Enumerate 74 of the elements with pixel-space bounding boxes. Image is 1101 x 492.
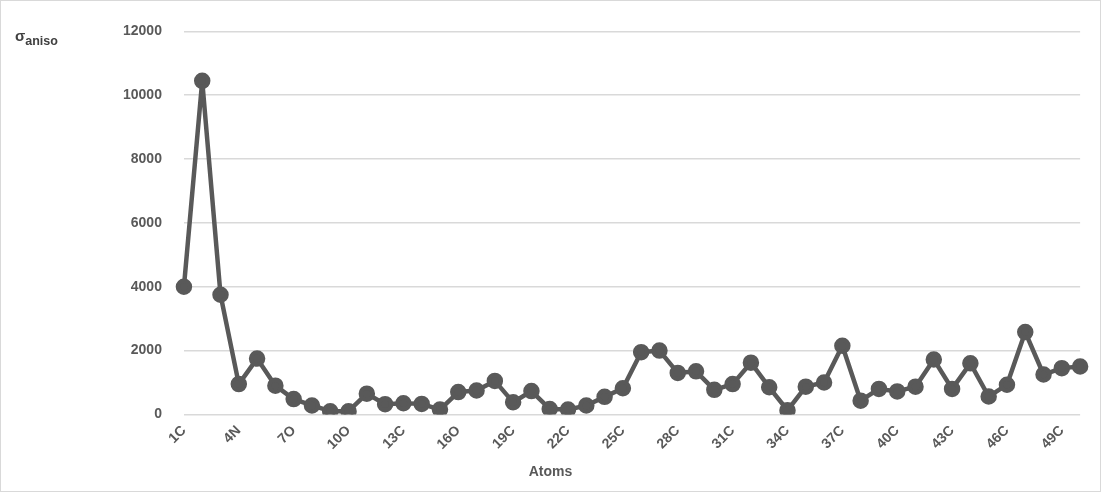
point: [834, 337, 851, 355]
point: [888, 383, 906, 400]
y-tick-label: 6000: [130, 213, 163, 230]
x-tick-label: 49C: [1037, 421, 1067, 452]
point: [175, 278, 193, 295]
point: [212, 286, 229, 303]
point: [285, 390, 302, 408]
point: [760, 379, 778, 396]
x-tick-label: 34C: [762, 421, 793, 452]
point: [706, 381, 723, 399]
point: [578, 397, 595, 414]
point: [267, 377, 284, 394]
point: [450, 383, 467, 401]
point: [395, 394, 412, 412]
x-tick-label: 31C: [707, 421, 738, 452]
point: [230, 375, 248, 393]
point: [907, 378, 924, 395]
x-axis-title: Atoms: [527, 463, 574, 479]
point: [742, 354, 760, 371]
point: [614, 379, 632, 397]
point: [815, 374, 833, 391]
x-tick-label: 13C: [378, 421, 409, 452]
point: [980, 388, 997, 405]
point: [486, 372, 504, 390]
point: [376, 395, 394, 413]
point: [413, 395, 430, 413]
x-tick-label: 40C: [872, 421, 903, 452]
point: [596, 388, 613, 406]
x-tick-label: 46C: [982, 421, 1012, 452]
point: [1017, 323, 1034, 341]
x-tick-label: 28C: [653, 421, 683, 452]
point: [797, 378, 815, 395]
point: [193, 72, 211, 90]
x-tick-label: 7O: [273, 421, 299, 447]
x-tick-label: 4N: [219, 421, 244, 446]
point: [431, 401, 449, 415]
y-tick-label: 4000: [130, 277, 163, 294]
y-axis-title: σ$_{aniso}$: [15, 27, 58, 48]
point: [541, 400, 558, 415]
point: [468, 382, 485, 399]
x-tick-label: 1C: [164, 421, 189, 446]
point: [303, 397, 321, 414]
x-tick-label: 37C: [817, 421, 848, 452]
point: [1071, 358, 1089, 375]
x-tick-label: 43C: [927, 421, 957, 452]
y-tick-label: 0: [154, 405, 163, 422]
point: [632, 343, 650, 361]
point: [248, 350, 266, 367]
point: [943, 380, 961, 398]
x-tick-label: 19C: [488, 421, 518, 452]
point: [1035, 366, 1052, 383]
x-tick-label: 25C: [598, 421, 628, 452]
point: [779, 402, 796, 415]
point: [559, 401, 577, 415]
x-tick-label: 22C: [543, 421, 573, 452]
point: [669, 364, 686, 382]
point: [998, 376, 1016, 393]
point: [724, 375, 741, 393]
x-tick-label: 10O: [323, 421, 354, 452]
point: [1053, 359, 1071, 377]
y-tick-label: 8000: [130, 149, 163, 166]
point: [870, 380, 888, 398]
point: [523, 382, 540, 400]
point: [358, 385, 376, 402]
point: [852, 392, 869, 409]
x-tick-label: 16O: [433, 421, 464, 452]
y-tick-label: 2000: [130, 341, 163, 358]
point: [687, 363, 705, 380]
y-tick-label: 10000: [122, 86, 163, 103]
y-tick-label: 12000: [122, 22, 163, 39]
point: [504, 394, 522, 411]
point: [925, 351, 943, 368]
point: [651, 342, 668, 359]
point: [962, 355, 979, 372]
